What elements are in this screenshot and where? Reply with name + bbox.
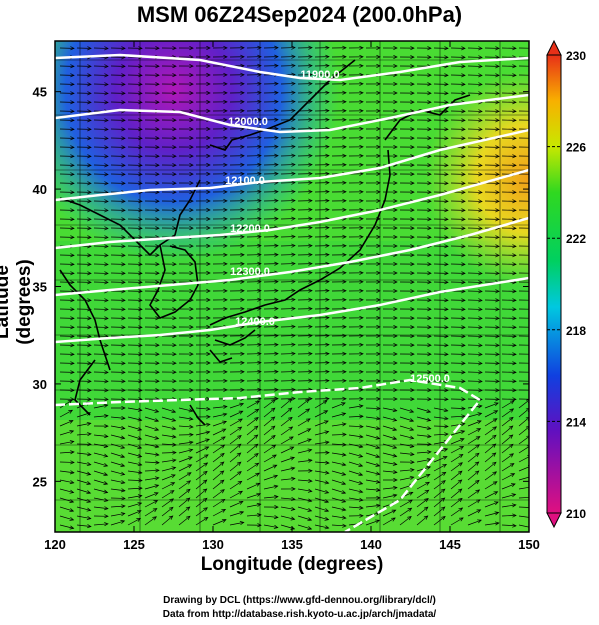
height-contour xyxy=(55,53,529,82)
height-contours: 11900.0 12000.0 12100.0 12200.0 12300.0 12400… xyxy=(55,53,529,532)
y-tick-label: 45 xyxy=(33,85,47,100)
coastline xyxy=(59,59,471,426)
figure-title: MSM 06Z24Sep2024 (200.0hPa) xyxy=(136,2,463,27)
x-tick-label: 125 xyxy=(123,537,145,552)
x-tick-label: 130 xyxy=(202,537,224,552)
colorbar-tick-label: 230 xyxy=(566,49,586,63)
colorbar-tick-label: 218 xyxy=(566,324,586,338)
x-axis-label: Longitude (degrees) xyxy=(200,554,384,575)
colorbar-scale xyxy=(546,54,562,514)
x-tick-label: 120 xyxy=(44,537,66,552)
colorbar-tick-label: 226 xyxy=(566,141,586,155)
colorbar-max-arrow xyxy=(546,39,562,56)
y-tick-label: 25 xyxy=(33,474,47,489)
height-contour xyxy=(55,128,529,202)
contour-label: 12400.0 xyxy=(235,316,275,328)
y-tick-label: 35 xyxy=(33,280,47,295)
height-contour xyxy=(55,168,529,250)
y-tick-label: 40 xyxy=(33,182,47,197)
y-axis-label: Latitude (degrees) xyxy=(0,259,35,345)
credit-drawing: Drawing by DCL (https://www.gfd-dennou.o… xyxy=(163,595,436,606)
colorbar-tick-label: 210 xyxy=(566,507,586,521)
height-contour xyxy=(55,378,482,532)
x-tick-label: 150 xyxy=(518,537,540,552)
colorbar-min-arrow xyxy=(546,512,562,529)
height-contour xyxy=(55,276,529,344)
height-contour xyxy=(55,93,529,134)
credit-data: Data from http://database.rish.kyoto-u.a… xyxy=(162,609,437,620)
x-tick-label: 145 xyxy=(439,537,461,552)
x-tick-label: 135 xyxy=(281,537,303,552)
contour-label: 12100.0 xyxy=(225,175,265,187)
x-tick-label: 140 xyxy=(360,537,382,552)
axes: 120 125 130 135 140 145 150 25 30 35 40 45 xyxy=(33,41,540,552)
colorbar-tick-label: 222 xyxy=(566,232,586,246)
contour-label: 12500.0 xyxy=(410,373,450,385)
colorbar: 210 214 218 222 226 230 xyxy=(546,39,586,529)
contour-label: 12300.0 xyxy=(230,266,270,278)
contour-label: 12200.0 xyxy=(230,223,270,235)
height-contour xyxy=(55,216,529,297)
contour-label: 11900.0 xyxy=(300,69,339,81)
contour-label: 12000.0 xyxy=(228,116,268,128)
temperature-field xyxy=(55,41,529,532)
y-tick-label: 30 xyxy=(33,377,47,392)
colorbar-tick-label: 214 xyxy=(566,415,586,429)
wind-streamlines xyxy=(55,41,529,532)
